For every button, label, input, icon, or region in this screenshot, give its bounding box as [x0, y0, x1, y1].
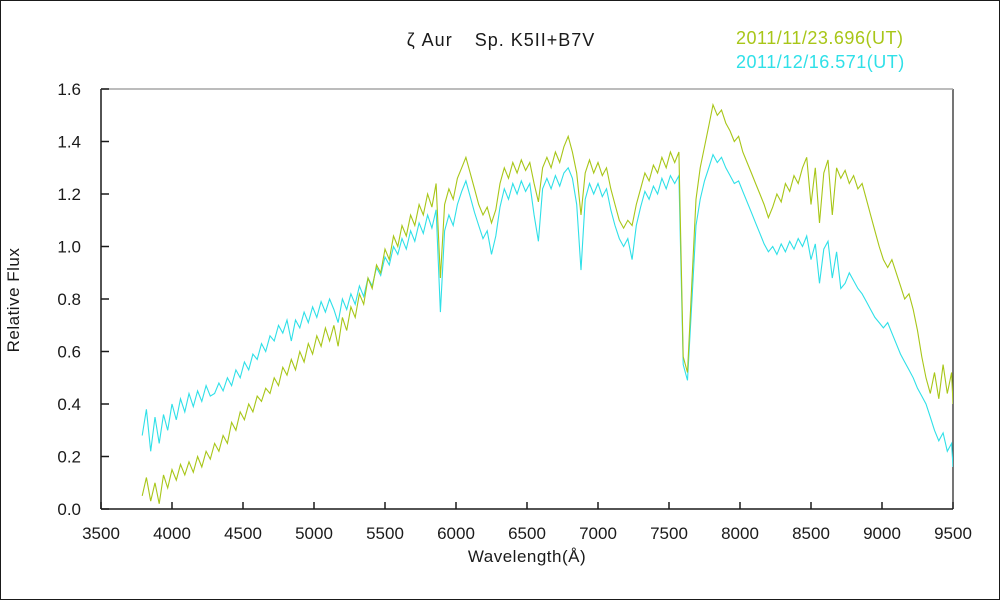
y-tick-label: 1.4 — [57, 133, 81, 152]
y-tick-label: 1.2 — [57, 185, 81, 204]
x-axis-title: Wavelength(Å) — [467, 547, 587, 566]
chart-title-spectral-type: Sp. K5II+B7V — [474, 30, 596, 50]
x-tick-label: 5000 — [295, 524, 333, 543]
x-tick-label: 5500 — [366, 524, 404, 543]
x-tick-label: 7500 — [650, 524, 688, 543]
x-tick-label: 4000 — [153, 524, 191, 543]
legend-item-2011-11-23: 2011/11/23.696(UT) — [736, 28, 904, 48]
x-tick-label: 8500 — [792, 524, 830, 543]
chart-title-object: ζ Aur — [406, 30, 453, 50]
x-tick-label: 6500 — [508, 524, 546, 543]
series-line-2011-12-16 — [141, 153, 953, 468]
x-tick-label: 9500 — [934, 524, 972, 543]
x-tick-label: 4500 — [224, 524, 262, 543]
y-tick-label: 0.4 — [57, 395, 81, 414]
y-tick-label: 0.2 — [57, 448, 81, 467]
chart-title: ζ Aur Sp. K5II+B7V — [1, 30, 999, 51]
y-tick-label: 1.6 — [57, 80, 81, 99]
y-tick-label: 0.8 — [57, 290, 81, 309]
y-tick-label: 0.0 — [57, 500, 81, 519]
legend: 2011/11/23.696(UT) 2011/12/16.571(UT) — [736, 26, 905, 74]
x-tick-label: 8000 — [721, 524, 759, 543]
x-tick-label: 7000 — [579, 524, 617, 543]
x-tick-label: 6000 — [437, 524, 475, 543]
y-tick-label: 0.6 — [57, 343, 81, 362]
y-tick-label: 1.0 — [57, 238, 81, 257]
x-tick-label: 9000 — [863, 524, 901, 543]
x-tick-label: 3500 — [82, 524, 120, 543]
legend-item-2011-12-16: 2011/12/16.571(UT) — [736, 52, 905, 72]
series-line-2011-11-23 — [141, 102, 953, 504]
